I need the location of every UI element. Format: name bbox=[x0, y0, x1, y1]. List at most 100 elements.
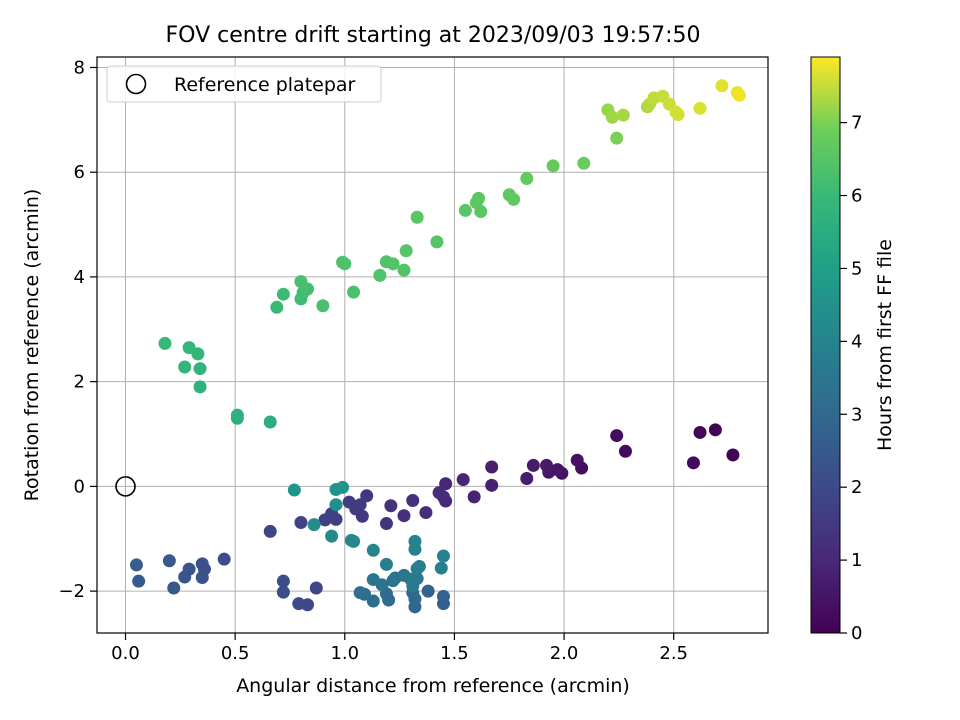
y-axis-ticks: −2 0 2 4 6 8 bbox=[58, 57, 97, 602]
scatter-point bbox=[421, 584, 435, 598]
scatter-point bbox=[605, 110, 619, 124]
scatter-point bbox=[412, 559, 426, 573]
scatter-point bbox=[263, 524, 277, 538]
scatter-point bbox=[397, 509, 411, 523]
y-tick-label: 8 bbox=[74, 57, 85, 78]
scatter-point bbox=[436, 549, 450, 563]
scatter-point bbox=[342, 495, 356, 509]
scatter-point bbox=[432, 486, 446, 500]
x-tick-label: 1.0 bbox=[330, 643, 359, 664]
colorbar-ticks: 0 1 2 3 4 5 6 7 bbox=[840, 113, 862, 644]
scatter-point bbox=[577, 156, 591, 170]
scatter-point bbox=[410, 572, 424, 586]
scatter-point bbox=[434, 561, 448, 575]
legend-marker-open-circle-icon bbox=[125, 73, 147, 95]
x-tick-label: 2.5 bbox=[659, 643, 688, 664]
colorbar-tick-label: 4 bbox=[851, 331, 862, 352]
gridlines bbox=[97, 57, 768, 633]
scatter-point bbox=[686, 456, 700, 470]
scatter-point bbox=[507, 192, 521, 206]
colorbar-tick-label: 3 bbox=[851, 404, 862, 425]
scatter-point bbox=[732, 88, 746, 102]
scatter-point bbox=[294, 516, 308, 530]
scatter-point bbox=[307, 518, 321, 532]
colorbar-tick-label: 5 bbox=[851, 258, 862, 279]
scatter-point bbox=[419, 506, 433, 520]
scatter-point bbox=[182, 341, 196, 355]
scatter-point bbox=[276, 287, 290, 301]
scatter-point bbox=[436, 589, 450, 603]
scatter-point bbox=[366, 543, 380, 557]
scatter-point bbox=[693, 425, 707, 439]
x-tick-label: 1.5 bbox=[440, 643, 469, 664]
scatter-point bbox=[178, 570, 192, 584]
scatter-point bbox=[715, 79, 729, 93]
colorbar: 0 1 2 3 4 5 6 7 Hours from first FF file bbox=[810, 56, 896, 644]
scatter-point bbox=[336, 480, 350, 494]
y-tick-label: 4 bbox=[74, 267, 85, 288]
colorbar-tick-label: 7 bbox=[851, 113, 862, 134]
scatter-point bbox=[276, 585, 290, 599]
plot-background bbox=[97, 57, 768, 633]
scatter-point bbox=[458, 203, 472, 217]
reference-point-marker bbox=[115, 476, 136, 497]
y-tick-label: −2 bbox=[58, 581, 85, 602]
y-tick-label: 0 bbox=[74, 476, 85, 497]
scatter-point bbox=[338, 257, 352, 271]
scatter-point bbox=[230, 408, 244, 422]
scatter-point bbox=[726, 448, 740, 462]
scatter-point bbox=[316, 299, 330, 313]
scatter-point bbox=[347, 285, 361, 299]
chart-title: FOV centre drift starting at 2023/09/03 … bbox=[166, 23, 701, 48]
scatter-point bbox=[474, 204, 488, 218]
scatter-point bbox=[520, 472, 534, 486]
scatter-point bbox=[485, 478, 499, 492]
scatter-point bbox=[294, 275, 308, 289]
scatter-point bbox=[546, 159, 560, 173]
scatter-point bbox=[132, 574, 146, 588]
scatter-point bbox=[344, 533, 358, 547]
scatter-point bbox=[329, 498, 343, 512]
scatter-point bbox=[270, 300, 284, 314]
scatter-point bbox=[485, 460, 499, 474]
scatter-point bbox=[217, 552, 231, 566]
scatter-point bbox=[129, 558, 143, 572]
scatter-point bbox=[467, 490, 481, 504]
x-axis-ticks: 0.0 0.5 1.0 1.5 2.0 2.5 bbox=[111, 633, 688, 664]
scatter-point bbox=[540, 458, 554, 472]
scatter-point bbox=[309, 581, 323, 595]
colorbar-gradient bbox=[810, 56, 841, 634]
scatter-point bbox=[430, 235, 444, 249]
legend: Reference platepar bbox=[106, 65, 382, 103]
scatter-point bbox=[167, 581, 181, 595]
x-tick-label: 0.0 bbox=[111, 643, 140, 664]
scatter-point bbox=[195, 557, 209, 571]
x-tick-label: 0.5 bbox=[221, 643, 250, 664]
plot-area: 0.0 0.5 1.0 1.5 2.0 2.5 −2 0 2 4 6 8 bbox=[58, 56, 769, 664]
scatter-point bbox=[616, 108, 630, 122]
scatter-point bbox=[397, 263, 411, 277]
scatter-point bbox=[399, 244, 413, 258]
colorbar-tick-label: 2 bbox=[851, 477, 862, 498]
scatter-point bbox=[570, 453, 584, 467]
scatter-point bbox=[410, 210, 424, 224]
scatter-point bbox=[292, 597, 306, 611]
scatter-point bbox=[193, 362, 207, 376]
scatter-point bbox=[162, 554, 176, 568]
scatter-point bbox=[610, 429, 624, 443]
scatter-point bbox=[671, 108, 685, 122]
x-tick-label: 2.0 bbox=[550, 643, 579, 664]
scatter-points bbox=[129, 79, 746, 614]
scatter-point bbox=[178, 360, 192, 374]
scatter-point bbox=[373, 268, 387, 282]
scatter-point bbox=[379, 517, 393, 531]
scatter-point bbox=[618, 444, 632, 458]
scatter-point bbox=[456, 473, 470, 487]
scatter-point bbox=[408, 534, 422, 548]
scatter-point bbox=[379, 557, 393, 571]
legend-label: Reference platepar bbox=[174, 74, 356, 96]
scatter-point bbox=[386, 257, 400, 271]
colorbar-tick-label: 6 bbox=[851, 186, 862, 207]
scatter-point bbox=[360, 489, 374, 503]
